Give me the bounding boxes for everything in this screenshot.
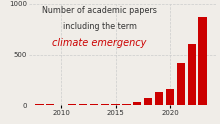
Bar: [90, 104, 98, 105]
Bar: [101, 104, 109, 105]
Bar: [112, 104, 120, 105]
Bar: [177, 63, 185, 105]
Bar: [122, 104, 130, 105]
Bar: [68, 104, 76, 105]
Bar: [198, 17, 207, 105]
Bar: [188, 44, 196, 105]
Bar: [46, 104, 54, 105]
Bar: [144, 98, 152, 105]
Bar: [166, 89, 174, 105]
Text: including the term: including the term: [63, 22, 137, 31]
Bar: [155, 92, 163, 105]
Text: climate emergency: climate emergency: [53, 38, 147, 48]
Text: Number of academic papers: Number of academic papers: [42, 6, 157, 15]
Bar: [79, 104, 87, 105]
Bar: [133, 102, 141, 105]
Bar: [35, 104, 44, 105]
